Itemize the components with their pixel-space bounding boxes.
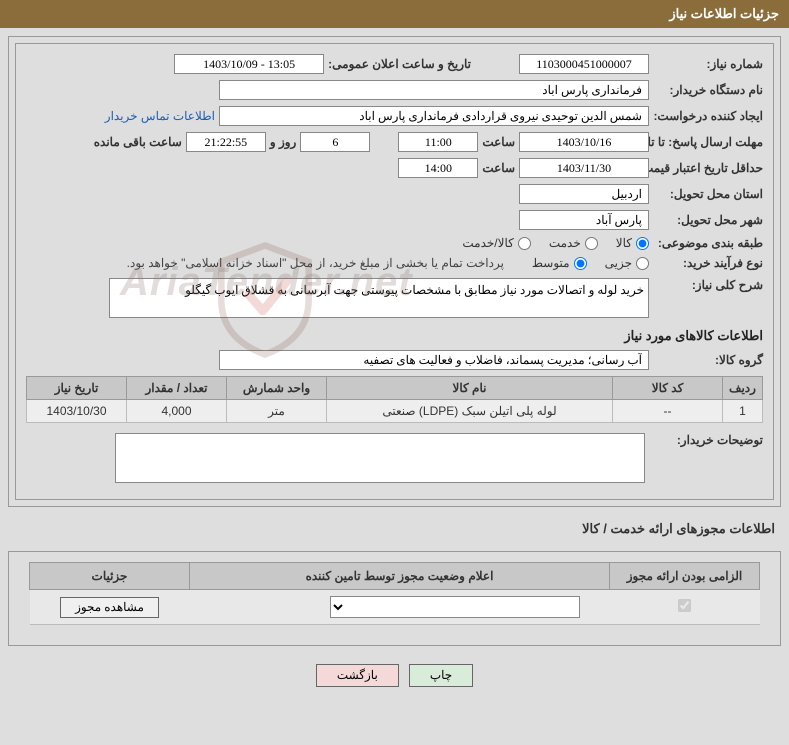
buyer-notes-box[interactable] bbox=[115, 433, 645, 483]
goods-table: ردیف کد کالا نام کالا واحد شمارش تعداد /… bbox=[26, 376, 763, 423]
lic-col-details: جزئیات bbox=[30, 563, 190, 590]
col-unit: واحد شمارش bbox=[227, 377, 327, 400]
purchase-small-label: جزیی bbox=[605, 256, 632, 270]
purchase-small-radio[interactable]: جزیی bbox=[605, 256, 649, 270]
org-field bbox=[219, 80, 649, 100]
city-field bbox=[519, 210, 649, 230]
cell-date: 1403/10/30 bbox=[27, 400, 127, 423]
print-button[interactable]: چاپ bbox=[409, 664, 473, 687]
col-date: تاریخ نیاز bbox=[27, 377, 127, 400]
deadline-date-field bbox=[519, 132, 649, 152]
category-service-radio[interactable]: خدمت bbox=[549, 236, 598, 250]
status-select[interactable] bbox=[330, 596, 580, 618]
col-row: ردیف bbox=[723, 377, 763, 400]
lic-col-status: اعلام وضعیت مجوز توسط تامین کننده bbox=[190, 563, 610, 590]
category-goods-label: کالا bbox=[616, 236, 632, 250]
col-qty: تعداد / مقدار bbox=[127, 377, 227, 400]
view-license-button[interactable]: مشاهده مجوز bbox=[60, 597, 159, 618]
buyer-contact-link[interactable]: اطلاعات تماس خریدار bbox=[105, 109, 215, 123]
cell-code: -- bbox=[613, 400, 723, 423]
mandatory-checkbox bbox=[678, 599, 691, 612]
need-number-field bbox=[519, 54, 649, 74]
table-row: 1 -- لوله پلی اتیلن سبک (LDPE) صنعتی متر… bbox=[27, 400, 763, 423]
time-label-2: ساعت bbox=[482, 161, 515, 175]
footer-actions: چاپ بازگشت bbox=[0, 654, 789, 701]
announce-label: تاریخ و ساعت اعلان عمومی: bbox=[328, 57, 471, 71]
category-label: طبقه بندی موضوعی: bbox=[653, 236, 763, 250]
requester-field bbox=[219, 106, 649, 126]
category-goods-service-label: کالا/خدمت bbox=[462, 236, 513, 250]
lic-col-mandatory: الزامی بودن ارائه مجوز bbox=[610, 563, 760, 590]
need-number-label: شماره نیاز: bbox=[653, 57, 763, 71]
remaining-label: ساعت باقی مانده bbox=[94, 135, 182, 149]
countdown-field bbox=[186, 132, 266, 152]
license-section-title: اطلاعات مجوزهای ارائه خدمت / کالا bbox=[10, 515, 779, 543]
license-panel: الزامی بودن ارائه مجوز اعلام وضعیت مجوز … bbox=[8, 551, 781, 646]
deadline-time-field bbox=[398, 132, 478, 152]
col-code: کد کالا bbox=[613, 377, 723, 400]
requester-label: ایجاد کننده درخواست: bbox=[653, 109, 763, 123]
city-label: شهر محل تحویل: bbox=[653, 213, 763, 227]
province-label: استان محل تحویل: bbox=[653, 187, 763, 201]
back-button[interactable]: بازگشت bbox=[316, 664, 399, 687]
province-field bbox=[519, 184, 649, 204]
col-name: نام کالا bbox=[327, 377, 613, 400]
buyer-notes-label: توضیحات خریدار: bbox=[653, 433, 763, 447]
payment-note: پرداخت تمام یا بخشی از مبلغ خرید، از محل… bbox=[127, 256, 504, 270]
license-row: مشاهده مجوز bbox=[30, 590, 760, 625]
purchase-type-label: نوع فرآیند خرید: bbox=[653, 256, 763, 270]
category-goods-service-radio[interactable]: کالا/خدمت bbox=[462, 236, 530, 250]
deadline-label: مهلت ارسال پاسخ: تا تاریخ: bbox=[653, 135, 763, 149]
summary-label: شرح کلی نیاز: bbox=[653, 278, 763, 292]
org-label: نام دستگاه خریدار: bbox=[653, 83, 763, 97]
cell-idx: 1 bbox=[723, 400, 763, 423]
license-table: الزامی بودن ارائه مجوز اعلام وضعیت مجوز … bbox=[29, 562, 760, 625]
goods-section-title: اطلاعات کالاهای مورد نیاز bbox=[26, 328, 763, 344]
cell-unit: متر bbox=[227, 400, 327, 423]
purchase-medium-label: متوسط bbox=[532, 256, 570, 270]
category-goods-radio[interactable]: کالا bbox=[616, 236, 649, 250]
details-outer-panel: شماره نیاز: تاریخ و ساعت اعلان عمومی: نا… bbox=[8, 36, 781, 507]
summary-textarea[interactable]: خرید لوله و اتصالات مورد نیاز مطابق با م… bbox=[109, 278, 649, 318]
validity-time-field bbox=[398, 158, 478, 178]
validity-date-field bbox=[519, 158, 649, 178]
goods-group-field bbox=[219, 350, 649, 370]
goods-group-label: گروه کالا: bbox=[653, 353, 763, 367]
validity-label: حداقل تاریخ اعتبار قیمت: تا تاریخ: bbox=[653, 161, 763, 175]
announce-field bbox=[174, 54, 324, 74]
days-field bbox=[300, 132, 370, 152]
days-label: روز و bbox=[270, 135, 297, 149]
page-header: جزئیات اطلاعات نیاز bbox=[0, 0, 789, 28]
purchase-medium-radio[interactable]: متوسط bbox=[532, 256, 587, 270]
category-service-label: خدمت bbox=[549, 236, 581, 250]
details-inner-panel: شماره نیاز: تاریخ و ساعت اعلان عمومی: نا… bbox=[15, 43, 774, 500]
time-label-1: ساعت bbox=[482, 135, 515, 149]
cell-name: لوله پلی اتیلن سبک (LDPE) صنعتی bbox=[327, 400, 613, 423]
cell-qty: 4,000 bbox=[127, 400, 227, 423]
